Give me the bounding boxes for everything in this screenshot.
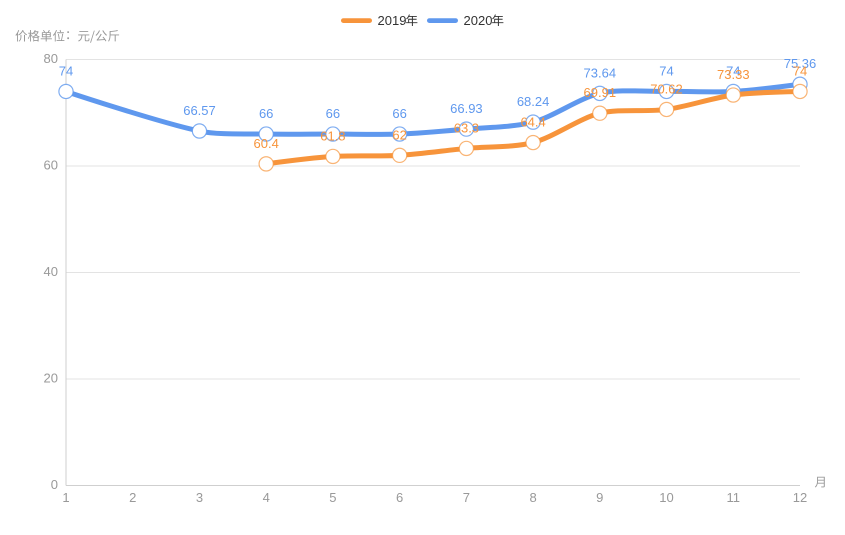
svg-text:74: 74 xyxy=(793,63,807,78)
svg-text:12: 12 xyxy=(793,490,807,505)
svg-text:60: 60 xyxy=(44,158,58,173)
svg-text:2020: 2020 xyxy=(464,13,493,28)
svg-text:20: 20 xyxy=(44,371,58,386)
svg-text:66.57: 66.57 xyxy=(183,103,216,118)
svg-text:3: 3 xyxy=(196,490,203,505)
svg-text:66: 66 xyxy=(259,106,273,121)
svg-text:40: 40 xyxy=(44,264,58,279)
svg-text:66: 66 xyxy=(392,106,406,121)
svg-text:7: 7 xyxy=(463,490,470,505)
svg-text:6: 6 xyxy=(396,490,403,505)
svg-text:69.91: 69.91 xyxy=(584,85,617,100)
svg-text:1: 1 xyxy=(62,490,69,505)
svg-text:10: 10 xyxy=(659,490,673,505)
svg-text:4: 4 xyxy=(263,490,270,505)
svg-text:74: 74 xyxy=(59,63,73,78)
svg-text:73.64: 73.64 xyxy=(584,65,617,80)
svg-text:8: 8 xyxy=(529,490,536,505)
svg-text:70.62: 70.62 xyxy=(650,81,683,96)
svg-text:80: 80 xyxy=(44,51,58,66)
svg-text:74: 74 xyxy=(659,63,673,78)
svg-text:2019: 2019 xyxy=(378,13,407,28)
svg-text:11: 11 xyxy=(727,490,741,505)
svg-text:64.4: 64.4 xyxy=(520,115,545,130)
svg-text:66: 66 xyxy=(326,106,340,121)
svg-text:75.36: 75.36 xyxy=(784,56,817,71)
svg-text:66.93: 66.93 xyxy=(450,101,483,116)
svg-text:9: 9 xyxy=(596,490,603,505)
svg-text:68.24: 68.24 xyxy=(517,94,550,109)
svg-text:5: 5 xyxy=(329,490,336,505)
svg-text:61.8: 61.8 xyxy=(320,128,345,143)
svg-text:60.4: 60.4 xyxy=(254,136,279,151)
svg-text:0: 0 xyxy=(51,477,58,492)
svg-text:62: 62 xyxy=(392,127,406,142)
svg-text:2: 2 xyxy=(129,490,136,505)
svg-text:73.33: 73.33 xyxy=(717,67,750,82)
svg-text:63.3: 63.3 xyxy=(454,120,479,135)
svg-text:74: 74 xyxy=(726,63,740,78)
